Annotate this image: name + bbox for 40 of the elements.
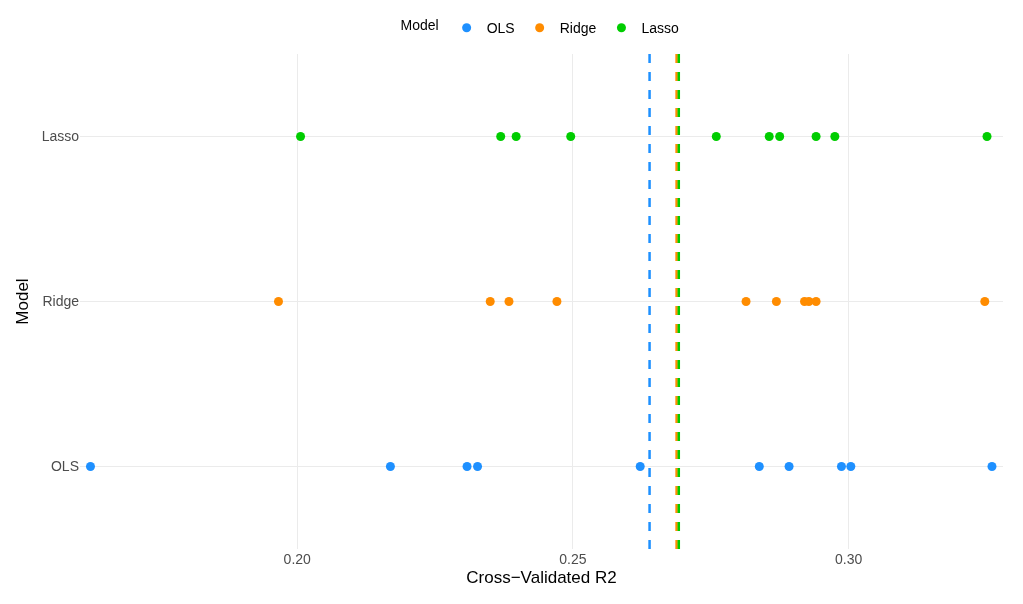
point xyxy=(771,297,781,306)
point xyxy=(504,297,514,306)
point xyxy=(496,132,506,141)
y-tick-label: OLS xyxy=(50,458,79,475)
point xyxy=(836,462,846,471)
point xyxy=(385,462,395,471)
point xyxy=(811,132,821,141)
point xyxy=(273,297,283,306)
point xyxy=(982,132,992,141)
point xyxy=(711,132,721,141)
point xyxy=(846,462,856,471)
x-tick-label: 0.30 xyxy=(834,551,863,567)
point xyxy=(980,297,990,306)
point xyxy=(741,297,751,306)
legend-title: Model xyxy=(400,17,439,34)
point xyxy=(85,462,95,471)
x-axis-title: Cross−Validated R2 xyxy=(466,568,617,588)
point xyxy=(764,132,774,141)
point xyxy=(462,462,472,471)
point xyxy=(811,297,821,306)
point xyxy=(830,132,840,141)
point xyxy=(511,132,521,141)
x-tick-label: 0.20 xyxy=(283,551,312,567)
point xyxy=(775,132,785,141)
legend-label: Ridge xyxy=(559,20,597,37)
point xyxy=(635,462,645,471)
y-tick-label: Ridge xyxy=(42,293,80,310)
x-tick-label: 0.25 xyxy=(559,551,587,567)
point xyxy=(566,132,576,141)
point xyxy=(485,297,495,306)
point xyxy=(473,462,483,471)
y-tick-label: Lasso xyxy=(41,128,80,145)
point xyxy=(784,462,794,471)
point xyxy=(296,132,306,141)
y-axis-title: Model xyxy=(13,278,33,325)
point xyxy=(754,462,764,471)
point xyxy=(552,297,562,306)
legend-label: Lasso xyxy=(641,20,680,37)
point xyxy=(987,462,997,471)
legend-label: OLS xyxy=(486,20,515,37)
